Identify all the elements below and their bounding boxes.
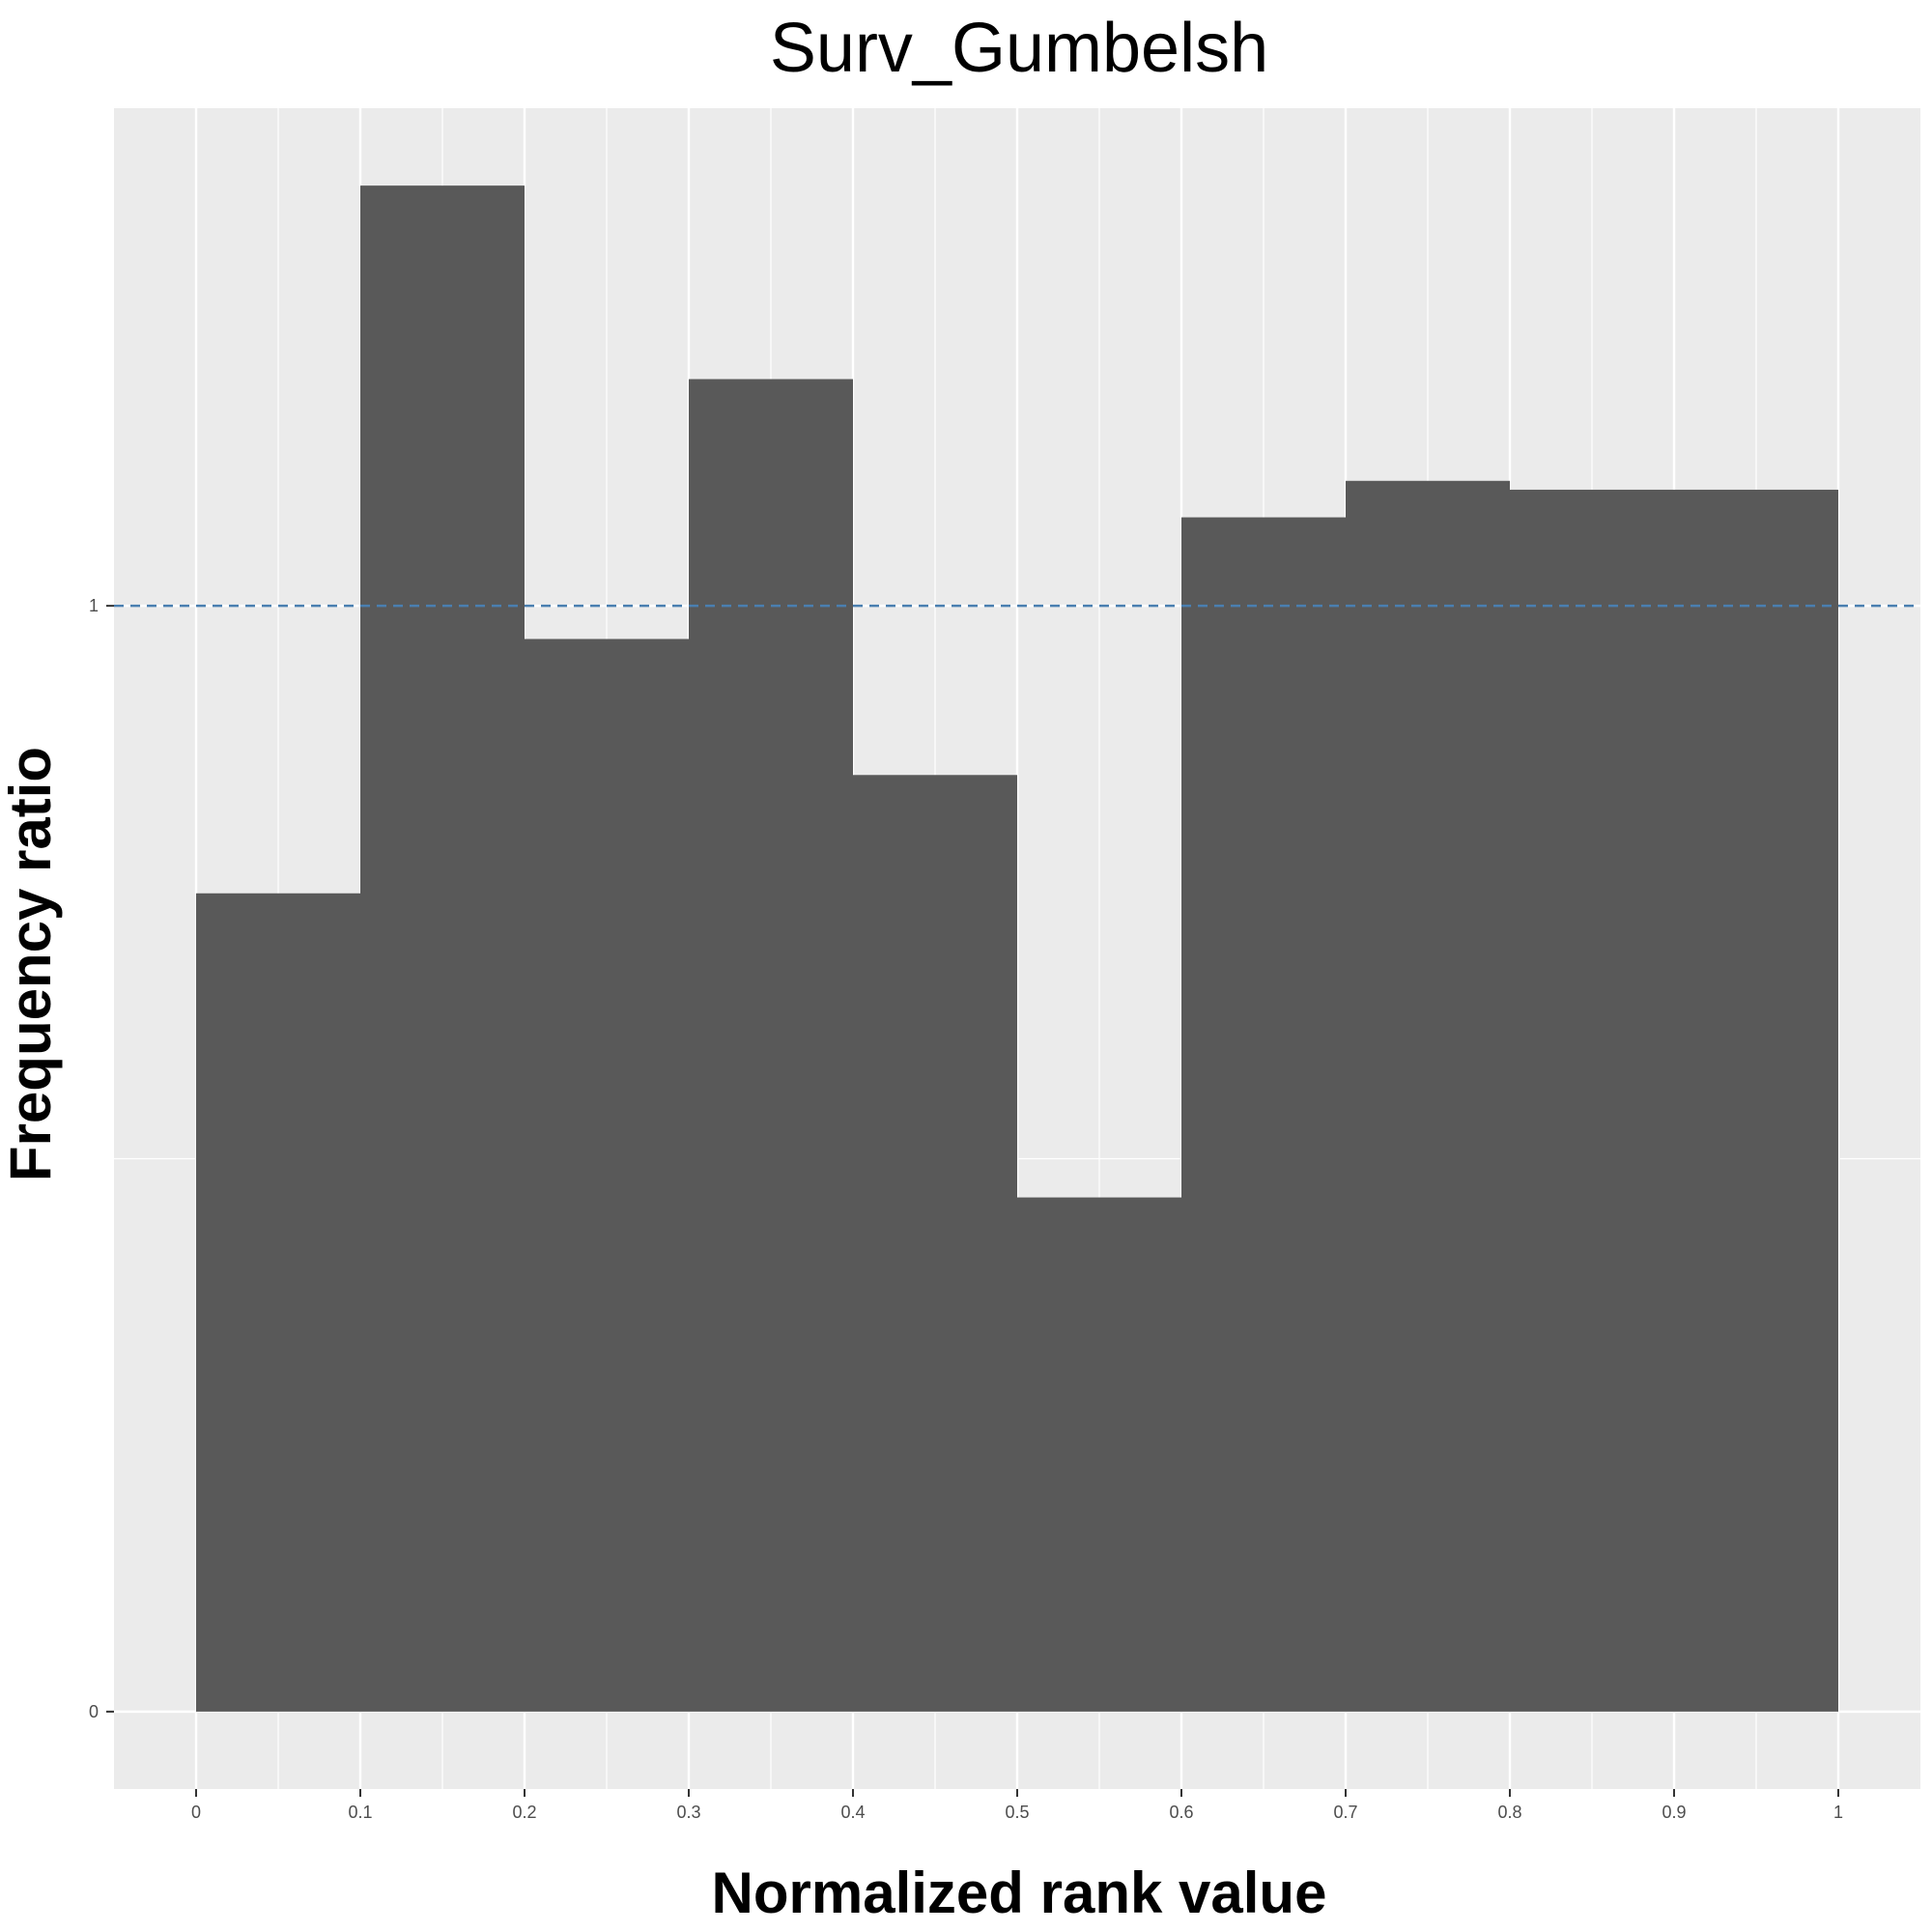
y-tick-label: 1 (89, 596, 99, 615)
x-tick-label: 0.3 (676, 1803, 700, 1822)
x-tick-label: 0.8 (1497, 1803, 1521, 1822)
y-tick-label: 0 (89, 1702, 99, 1721)
x-tick-label: 0.4 (840, 1803, 865, 1822)
y-axis-title: Frequency ratio (0, 747, 63, 1181)
histogram-bar (689, 379, 853, 1712)
histogram-bar (360, 185, 525, 1712)
x-tick-label: 0.6 (1169, 1803, 1193, 1822)
x-tick-label: 0 (191, 1803, 201, 1822)
x-tick-label: 0.9 (1662, 1803, 1686, 1822)
histogram-bar (1181, 517, 1346, 1712)
histogram-bar (1017, 1197, 1181, 1712)
x-tick-label: 1 (1833, 1803, 1843, 1822)
histogram-bars (196, 185, 1838, 1712)
chart-title: Surv_Gumbelsh (770, 10, 1268, 87)
x-tick-label: 0.1 (348, 1803, 372, 1822)
y-axis-ticks: 01 (89, 596, 114, 1721)
x-axis-ticks: 0 0.1 0.2 0.3 0.4 0.5 0.6 0.7 0.8 0.9 1 (191, 1789, 1843, 1822)
x-axis-title: Normalized rank value (712, 1861, 1327, 1925)
histogram-bar (1510, 489, 1674, 1712)
histogram-bar (853, 775, 1017, 1712)
x-tick-label: 0.2 (512, 1803, 536, 1822)
histogram-bar (196, 893, 360, 1712)
x-tick-label: 0.7 (1333, 1803, 1357, 1822)
histogram-bar (525, 639, 689, 1712)
x-tick-label: 0.5 (1005, 1803, 1029, 1822)
histogram-bar (1674, 489, 1838, 1712)
histogram-bar (1346, 480, 1510, 1712)
